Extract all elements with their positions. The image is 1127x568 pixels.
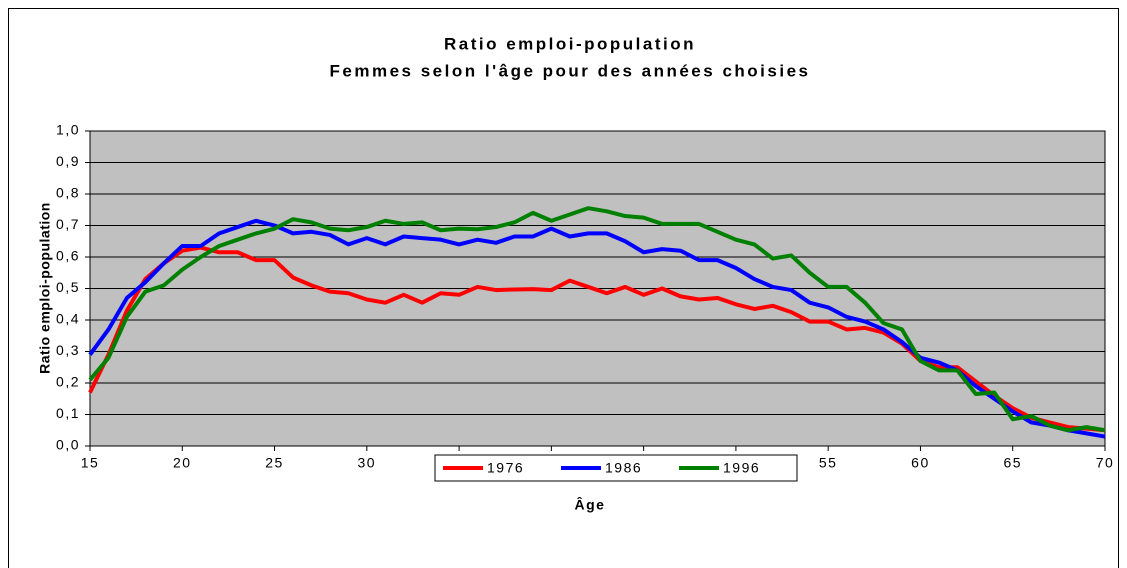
plot-border	[89, 130, 1106, 447]
y-tick-label: 0,0	[56, 437, 80, 453]
series-line	[88, 206, 1106, 433]
chart-subtitle: Femmes selon l'âge pour des années chois…	[330, 61, 811, 80]
x-tick-label: 60	[911, 455, 930, 471]
legend-box	[434, 454, 798, 482]
x-axis-label: Âge	[575, 496, 606, 513]
x-tick-label: 55	[819, 455, 838, 471]
series-line	[88, 218, 1106, 439]
x-tick-label: 30	[358, 455, 377, 471]
y-tick-label: 0,9	[56, 153, 80, 169]
chart-title: Ratio emploi-population	[444, 34, 696, 53]
legend-label: 1996	[723, 460, 760, 476]
x-tick-label: 15	[81, 455, 100, 471]
legend-label: 1976	[487, 460, 524, 476]
y-tick-label: 0,6	[56, 248, 80, 264]
x-tick-label: 65	[1003, 455, 1022, 471]
legend-label: 1986	[605, 460, 642, 476]
x-tick-label: 70	[1096, 455, 1115, 471]
y-tick-label: 0,4	[56, 311, 80, 327]
series-line	[88, 245, 1106, 433]
y-tick-label: 0,1	[56, 405, 80, 421]
y-tick-label: 0,3	[56, 342, 80, 358]
y-tick-label: 0,2	[56, 374, 80, 390]
y-axis-label: Ratio emploi-population	[37, 202, 53, 374]
x-tick-label: 25	[265, 455, 284, 471]
y-tick-label: 0,8	[56, 185, 80, 201]
y-tick-label: 0,7	[56, 216, 80, 232]
x-tick-label: 20	[173, 455, 192, 471]
y-tick-label: 0,5	[56, 279, 80, 295]
y-tick-label: 1,0	[56, 122, 80, 138]
